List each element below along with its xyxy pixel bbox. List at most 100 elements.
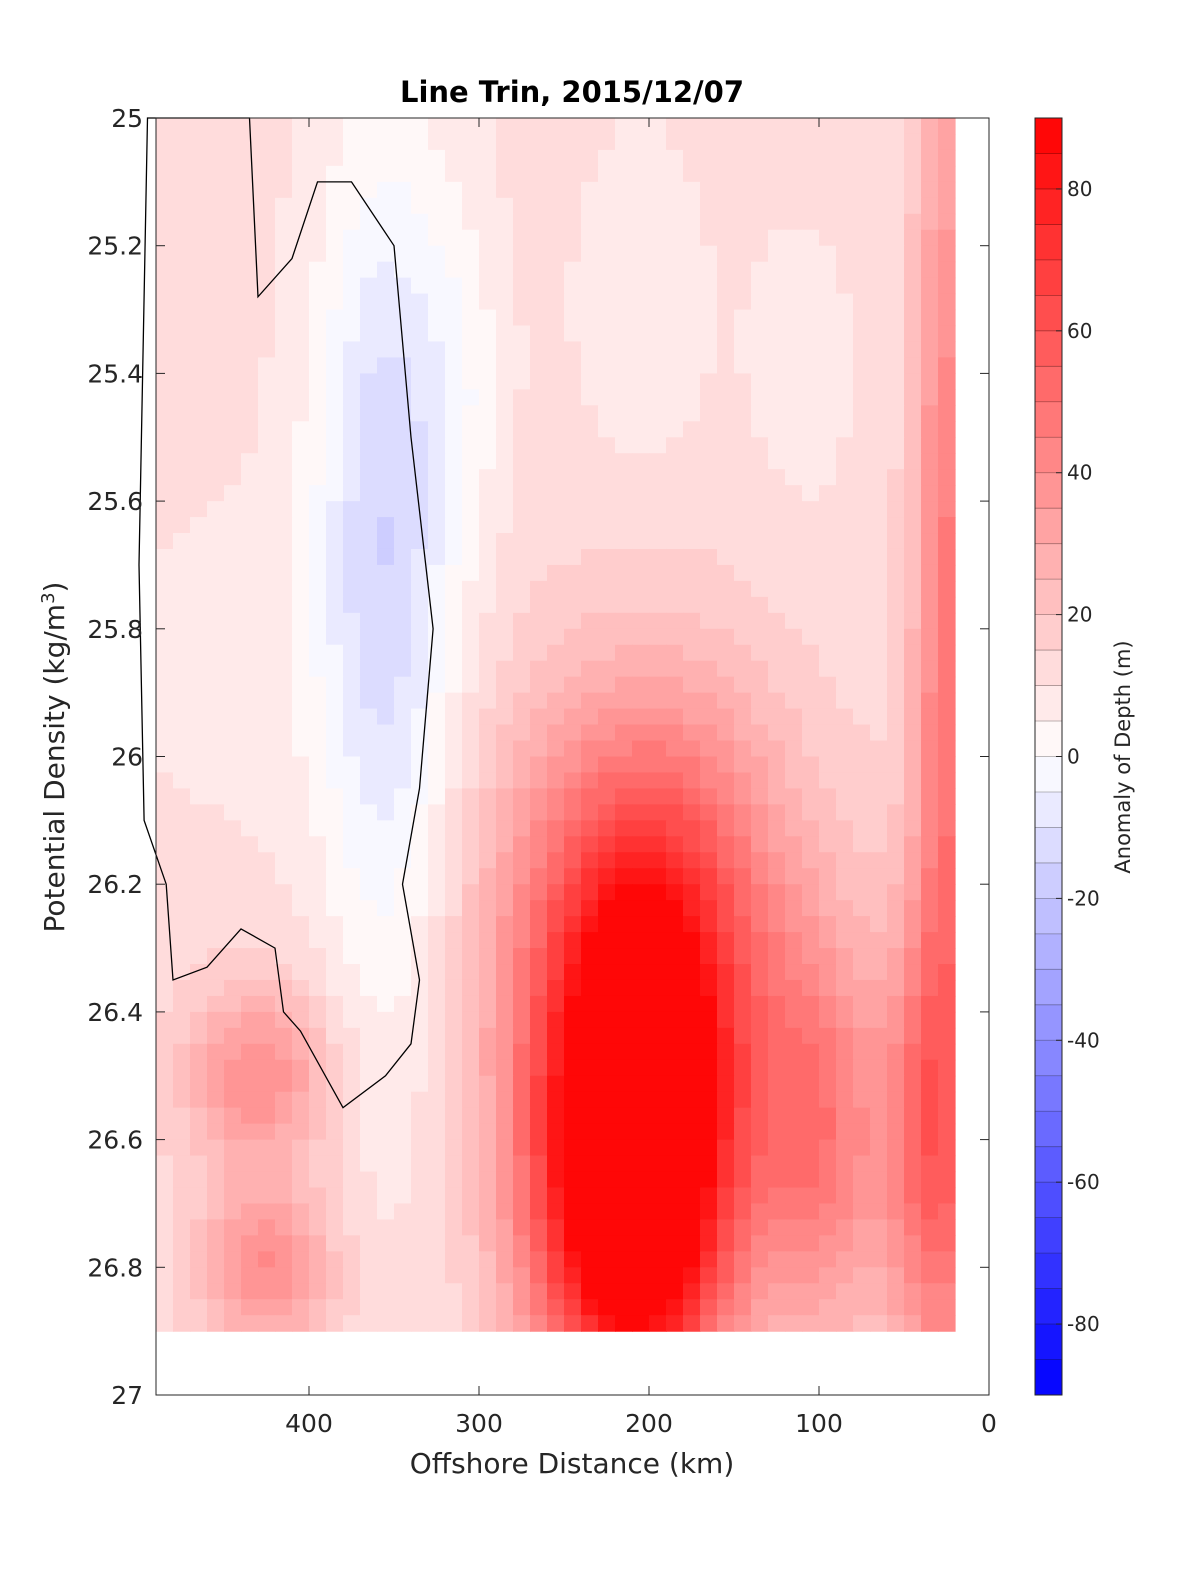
heatmap-cell — [938, 485, 956, 502]
heatmap-cell — [513, 1139, 531, 1157]
heatmap-cell — [462, 357, 480, 374]
heatmap-cell — [649, 1187, 667, 1205]
heatmap-cell — [870, 612, 888, 630]
heatmap-cell — [513, 389, 531, 406]
heatmap-cell — [207, 149, 225, 167]
heatmap-cell — [445, 1027, 463, 1045]
heatmap-cell — [870, 900, 888, 917]
heatmap-cell — [938, 708, 956, 726]
heatmap-cell — [938, 948, 956, 965]
heatmap-cell — [751, 932, 769, 949]
heatmap-cell — [632, 660, 650, 678]
heatmap-cell — [428, 1315, 446, 1332]
heatmap-cell — [275, 868, 293, 885]
heatmap-cell — [445, 533, 463, 550]
heatmap-cell — [938, 341, 956, 359]
heatmap-cell — [360, 517, 378, 534]
heatmap-cell — [445, 979, 463, 997]
heatmap-cell — [853, 772, 871, 790]
heatmap-cell — [445, 660, 463, 678]
heatmap-cell — [190, 1235, 208, 1252]
heatmap-cell — [819, 469, 837, 486]
heatmap-cell — [938, 548, 956, 566]
heatmap-cell — [360, 628, 378, 646]
heatmap-cell — [581, 277, 599, 295]
heatmap-cell — [836, 197, 854, 215]
heatmap-cell — [649, 628, 667, 646]
heatmap-cell — [666, 1155, 684, 1173]
heatmap-cell — [547, 1315, 565, 1332]
heatmap-cell — [479, 437, 497, 454]
heatmap-cell — [632, 1027, 650, 1045]
heatmap-cell — [564, 1267, 582, 1284]
heatmap-cell — [819, 788, 837, 805]
heatmap-cell — [292, 181, 310, 199]
heatmap-cell — [326, 389, 344, 406]
heatmap-cell — [360, 1011, 378, 1029]
heatmap-cell — [190, 165, 208, 183]
heatmap-cell — [428, 533, 446, 550]
heatmap-cell — [683, 357, 701, 374]
heatmap-cell — [564, 1203, 582, 1221]
heatmap-cell — [190, 277, 208, 295]
heatmap-cell — [377, 916, 395, 933]
heatmap-cell — [785, 325, 803, 343]
heatmap-cell — [241, 1043, 259, 1061]
heatmap-cell — [581, 357, 599, 374]
heatmap-cell — [275, 229, 293, 247]
heatmap-cell — [819, 485, 837, 502]
heatmap-cell — [734, 1139, 752, 1157]
heatmap-cell — [887, 1283, 905, 1300]
heatmap-cell — [445, 548, 463, 566]
heatmap-cell — [717, 1203, 735, 1221]
heatmap-cell — [666, 405, 684, 422]
heatmap-cell — [717, 612, 735, 630]
heatmap-cell — [326, 373, 344, 390]
heatmap-cell — [326, 1315, 344, 1332]
heatmap-cell — [224, 596, 242, 614]
heatmap-cell — [938, 1187, 956, 1205]
heatmap-cell — [547, 165, 565, 183]
heatmap-cell — [428, 229, 446, 247]
heatmap-cell — [462, 517, 480, 534]
heatmap-cell — [309, 628, 327, 646]
heatmap-cell — [938, 533, 956, 550]
heatmap-cell — [377, 628, 395, 646]
heatmap-cell — [649, 277, 667, 295]
heatmap-cell — [207, 485, 225, 502]
heatmap-cell — [224, 533, 242, 550]
heatmap-cell — [887, 884, 905, 901]
heatmap-cell — [326, 245, 344, 263]
heatmap-cell — [734, 1155, 752, 1173]
heatmap-cell — [632, 1315, 650, 1332]
heatmap-cell — [649, 756, 667, 774]
heatmap-cell — [683, 517, 701, 534]
heatmap-cell — [853, 133, 871, 151]
heatmap-cell — [428, 836, 446, 853]
heatmap-cell — [309, 964, 327, 981]
heatmap-cell — [904, 1203, 922, 1221]
heatmap-cell — [377, 325, 395, 343]
heatmap-cell — [700, 660, 718, 678]
heatmap-cell — [717, 804, 735, 821]
heatmap-cell — [853, 836, 871, 853]
heatmap-cell — [615, 548, 633, 566]
heatmap-cell — [241, 341, 259, 359]
colorbar-swatch — [1035, 1111, 1062, 1147]
heatmap-cell — [615, 596, 633, 614]
heatmap-cell — [666, 596, 684, 614]
heatmap-cell — [326, 916, 344, 933]
heatmap-cell — [496, 405, 514, 422]
heatmap-cell — [445, 341, 463, 359]
heatmap-cell — [853, 676, 871, 694]
heatmap-cell — [275, 660, 293, 678]
heatmap-cell — [156, 964, 174, 981]
heatmap-cell — [428, 564, 446, 582]
heatmap-cell — [751, 1171, 769, 1189]
heatmap-cell — [445, 1235, 463, 1252]
heatmap-cell — [530, 309, 548, 327]
heatmap-cell — [700, 1139, 718, 1157]
heatmap-cell — [768, 900, 786, 917]
heatmap-cell — [530, 692, 548, 710]
heatmap-cell — [632, 389, 650, 406]
